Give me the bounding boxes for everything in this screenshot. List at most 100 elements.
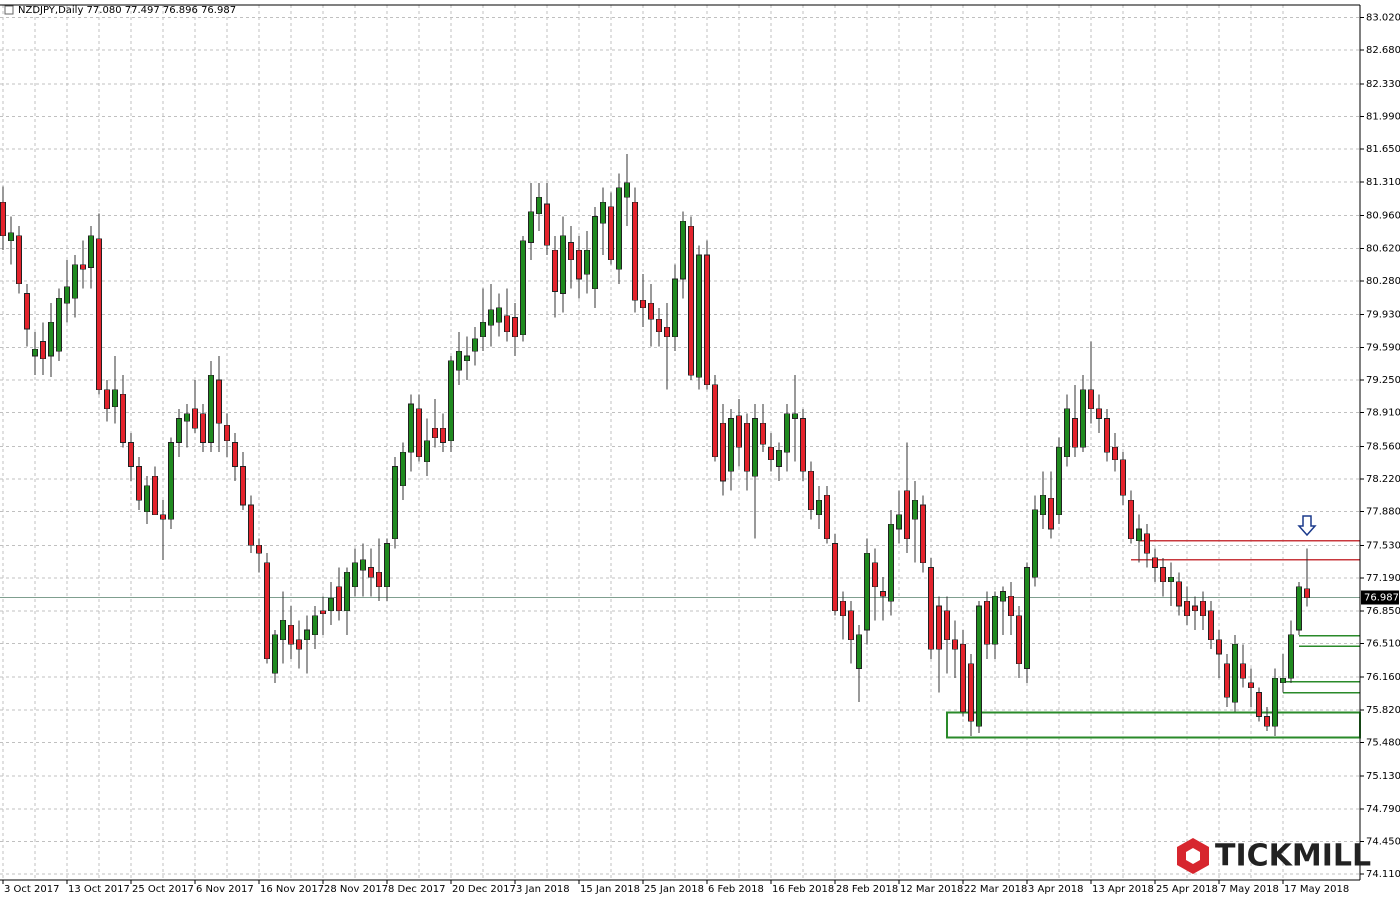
candle-body: [728, 418, 734, 472]
y-tick-label: 80.620: [1366, 243, 1400, 254]
candle-body: [240, 466, 246, 506]
candle-body: [1032, 509, 1038, 578]
y-tick-label: 81.310: [1366, 177, 1400, 188]
candle-body: [520, 240, 526, 336]
candle-body: [424, 440, 430, 463]
candle-body: [8, 232, 14, 241]
x-tick-label: 6 Feb 2018: [708, 884, 764, 895]
candle-body: [592, 216, 598, 289]
candle-body: [40, 341, 46, 360]
candle-body: [896, 514, 902, 530]
candle-body: [1160, 567, 1166, 583]
candle-body: [1264, 716, 1270, 727]
candle-body: [752, 418, 758, 477]
candle-body: [648, 302, 654, 320]
y-tick-label: 78.560: [1366, 441, 1400, 452]
y-tick-label: 83.020: [1366, 13, 1400, 24]
candle-body: [280, 620, 286, 640]
x-tick-label: 8 Dec 2017: [388, 884, 446, 895]
candle-body: [152, 475, 158, 515]
candle-body: [792, 413, 798, 419]
candle-body: [496, 307, 502, 323]
marks: [0, 154, 1361, 739]
candle-body: [472, 338, 478, 352]
down-arrow: [1297, 515, 1317, 537]
candle-body: [440, 427, 446, 443]
candle-body: [1056, 447, 1062, 515]
candle-body: [72, 264, 78, 299]
candle-body: [760, 422, 766, 445]
candle-body: [1272, 677, 1278, 727]
candle-body: [1280, 677, 1286, 684]
y-tick-label: 78.220: [1366, 474, 1400, 485]
candle-body: [1296, 586, 1302, 631]
candle-body: [88, 235, 94, 268]
candle-body: [448, 360, 454, 441]
candle-body: [904, 490, 910, 539]
candle-body: [312, 615, 318, 636]
candle-body: [720, 422, 726, 482]
candle-body: [120, 394, 126, 443]
candle-body: [744, 422, 750, 472]
x-tick-label: 12 Mar 2018: [900, 884, 963, 895]
candle-body: [136, 466, 142, 501]
y-tick-label: 75.130: [1366, 771, 1400, 782]
candle-body: [160, 514, 166, 520]
candle-body: [248, 504, 254, 546]
candle-body: [224, 424, 230, 441]
candle-body: [264, 562, 270, 660]
candle-body: [768, 447, 774, 461]
candle-body: [1224, 663, 1230, 698]
candle-body: [1096, 408, 1102, 419]
candle-body: [336, 586, 342, 612]
candle-body: [512, 317, 518, 338]
candle-body: [1184, 600, 1190, 616]
candle-body: [600, 201, 606, 224]
candle-body: [112, 389, 118, 408]
candle-body: [184, 413, 190, 422]
candle-body: [256, 545, 262, 554]
candle-body: [640, 299, 646, 309]
candle-body: [944, 610, 950, 640]
y-tick-label: 79.250: [1366, 375, 1400, 386]
candle-body: [1176, 581, 1182, 607]
candle-body: [1064, 408, 1070, 458]
candle-body: [672, 278, 678, 338]
candle-body: [872, 562, 878, 588]
candle-body: [416, 408, 422, 458]
candle-body: [1168, 576, 1174, 583]
candle-body: [464, 355, 470, 362]
candle-body: [432, 427, 438, 438]
candle-body: [784, 413, 790, 453]
candle-body: [1248, 682, 1254, 688]
candle-body: [776, 449, 782, 467]
y-tick-label: 78.910: [1366, 408, 1400, 419]
y-tick-label: 82.330: [1366, 79, 1400, 90]
candle-body: [344, 572, 350, 612]
candle-body: [992, 596, 998, 645]
candle-body: [544, 203, 550, 246]
x-tick-label: 15 Jan 2018: [580, 884, 640, 895]
candle-body: [696, 254, 702, 378]
x-tick-label: 7 May 2018: [1220, 884, 1279, 895]
candle-body: [1256, 692, 1262, 717]
candle-body: [1024, 567, 1030, 669]
candle-body: [1232, 644, 1238, 703]
x-tick-label: 3 Apr 2018: [1028, 884, 1083, 895]
candle-body: [1240, 663, 1246, 679]
candle-body: [216, 379, 222, 424]
candle-body: [1104, 418, 1110, 453]
candle-body: [1016, 615, 1022, 664]
candle-body: [1128, 499, 1134, 539]
candle-body: [32, 348, 38, 357]
candle-body: [504, 315, 510, 333]
candle-body: [688, 225, 694, 376]
candle-body: [928, 567, 934, 650]
y-tick-label: 79.930: [1366, 310, 1400, 321]
header-icon: [4, 5, 14, 15]
candle-body: [1080, 389, 1086, 448]
candle-body: [56, 297, 62, 352]
candle-body: [1048, 497, 1054, 530]
x-tick-label: 6 Nov 2017: [196, 884, 254, 895]
